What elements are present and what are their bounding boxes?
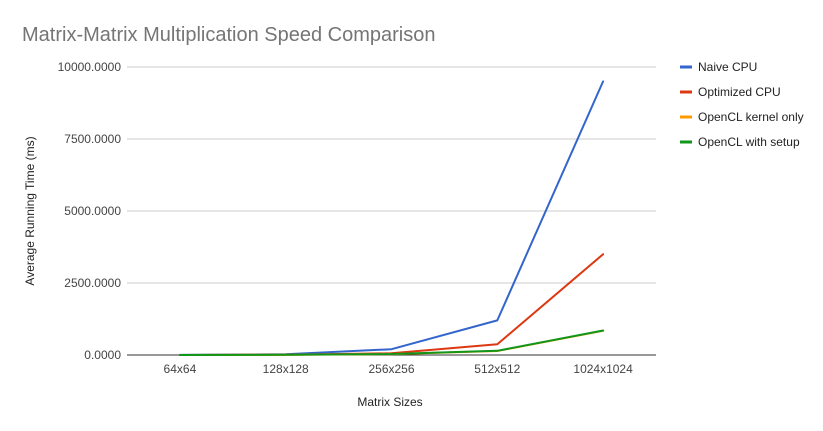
x-tick-label: 1024x1024 [573, 362, 633, 376]
x-tick-label: 128x128 [263, 362, 309, 376]
chart-title: Matrix-Matrix Multiplication Speed Compa… [22, 24, 435, 46]
y-tick-label: 2500.0000 [64, 276, 121, 290]
legend-label: Optimized CPU [698, 85, 781, 99]
legend: Naive CPU Optimized CPU OpenCL kernel only… [680, 60, 804, 149]
gridlines [127, 66, 656, 284]
x-tick-label: 256x256 [368, 362, 414, 376]
x-tick-label: 64x64 [164, 362, 197, 376]
legend-label: OpenCL kernel only [698, 110, 804, 124]
y-axis-label: Average Running Time (ms) [23, 136, 37, 285]
legend-label: Naive CPU [698, 60, 757, 74]
x-axis-ticks: 64x64 128x128 256x256 512x512 1024x1024 [164, 362, 634, 376]
y-tick-label: 7500.0000 [64, 132, 121, 146]
y-tick-label: 5000.0000 [64, 204, 121, 218]
y-tick-label: 10000.0000 [58, 60, 122, 74]
y-tick-label: 0.0000 [84, 348, 121, 362]
x-axis-label: Matrix Sizes [357, 395, 422, 409]
series-line-naive-cpu [178, 80, 605, 356]
y-axis-ticks: 0.0000 2500.0000 5000.0000 7500.0000 10000.0… [58, 60, 122, 362]
legend-label: OpenCL with setup [698, 135, 800, 149]
series-line-opencl-with-setup [178, 329, 605, 356]
x-tick-label: 512x512 [474, 362, 520, 376]
series-line-optimized-cpu [178, 253, 605, 356]
series-lines [178, 80, 605, 356]
